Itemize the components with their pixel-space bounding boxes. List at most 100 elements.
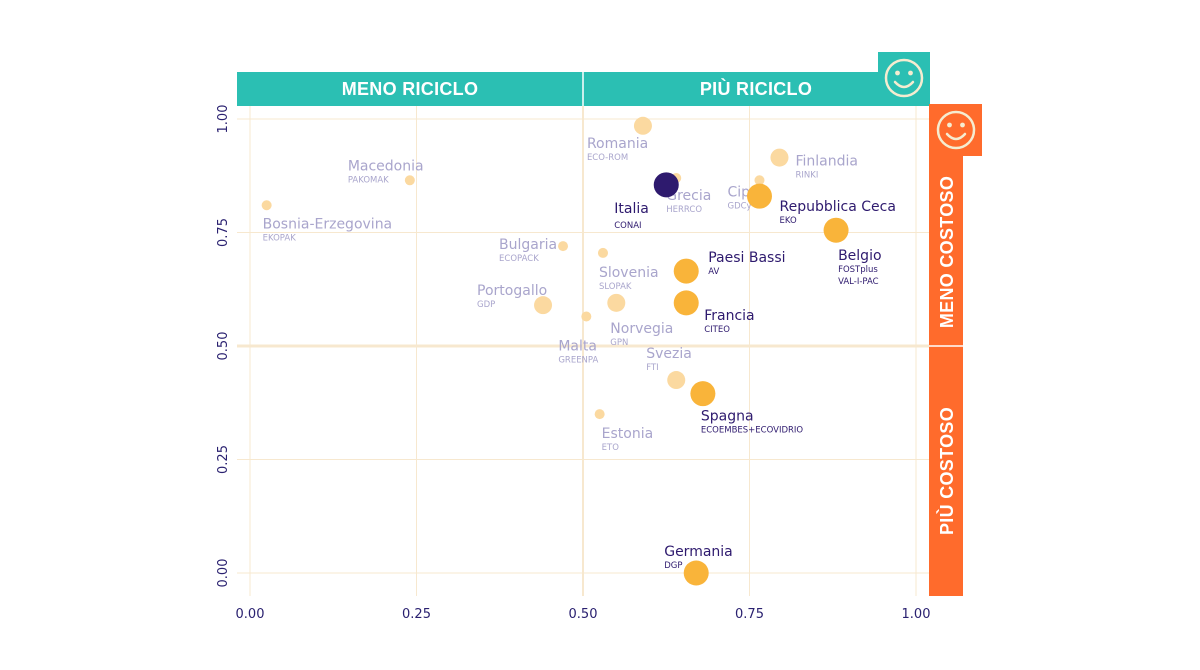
smiley-eye <box>895 70 900 76</box>
smiley-icon <box>930 104 982 156</box>
right-band <box>929 104 963 596</box>
x-tick-label: 1.00 <box>902 607 931 622</box>
point-org-label: GDP <box>477 300 495 310</box>
data-point <box>534 296 553 315</box>
point-label: Spagna <box>701 409 754 425</box>
point-label: Macedonia <box>348 158 424 174</box>
top-band-label-right: PIÙ RICICLO <box>700 78 812 99</box>
point-org-label: ECOEMBES+ECOVIDRIO <box>701 426 804 436</box>
point-org-label: GREENPA <box>558 355 598 365</box>
point-org-label: FTI <box>646 363 658 373</box>
point-label: Slovenia <box>599 265 659 281</box>
point-label: Belgio <box>838 248 881 264</box>
smiley-face <box>884 58 924 98</box>
point-label: Bosnia-Erzegovina <box>263 216 393 232</box>
data-point <box>673 290 699 316</box>
point-label: Svezia <box>646 346 692 362</box>
data-point <box>823 217 849 243</box>
data-point <box>754 175 765 186</box>
data-point <box>690 381 716 407</box>
point-org-label: AV <box>708 267 719 277</box>
point-org-label: DGP <box>664 561 682 571</box>
point-org-label: CONAI <box>614 221 641 231</box>
data-point <box>594 409 605 420</box>
data-point <box>770 148 789 167</box>
point-label: Portogallo <box>477 283 547 299</box>
point-label: Malta <box>558 338 597 354</box>
point-org-label: EKO <box>779 216 796 226</box>
data-point <box>653 172 679 198</box>
smiley-icon <box>878 52 930 104</box>
point-label: Repubblica Ceca <box>779 199 895 215</box>
smiley-eye <box>960 122 965 128</box>
point-org-label: GDCy <box>727 201 751 211</box>
smiley-mouth <box>945 132 967 141</box>
point-org-label: ETO <box>602 443 620 453</box>
right-band-label-bottom: PIÙ COSTOSO <box>936 407 957 535</box>
smiley-eye <box>908 70 913 76</box>
point-org-label: GPN <box>610 338 628 348</box>
point-org-label: VAL-I-PAC <box>838 277 879 287</box>
data-point <box>581 311 592 322</box>
data-point <box>607 293 626 312</box>
smiley-eye <box>947 122 952 128</box>
y-tick-label: 0.00 <box>216 559 231 588</box>
smiley-mouth <box>893 80 915 89</box>
data-point <box>667 371 686 390</box>
x-tick-label: 0.25 <box>402 607 431 622</box>
point-org-label: CITEO <box>704 325 730 335</box>
top-band-label-left: MENO RICICLO <box>342 79 479 99</box>
data-point <box>633 116 652 135</box>
point-org-label: ECOPACK <box>499 254 539 264</box>
data-point <box>261 200 272 211</box>
point-org-label: SLOPAK <box>599 282 632 292</box>
data-point <box>673 258 699 284</box>
point-org-label: PAKOMAK <box>348 175 389 185</box>
point-org-label: RINKI <box>795 171 818 181</box>
y-tick-label: 0.25 <box>216 445 231 474</box>
point-org-label: FOSTplus <box>838 265 878 275</box>
right-band-label-top: MENO COSTOSO <box>937 176 957 328</box>
x-tick-label: 0.50 <box>569 607 598 622</box>
data-point <box>746 183 772 209</box>
y-tick-label: 0.75 <box>216 218 231 247</box>
point-org-label: ECO-ROM <box>587 153 628 163</box>
point-org-label: HERRCO <box>666 205 702 215</box>
point-label: Estonia <box>602 426 654 442</box>
data-point <box>597 247 608 258</box>
point-label: Norvegia <box>610 321 673 337</box>
point-label: Bulgaria <box>499 237 557 253</box>
point-org-label: EKOPAK <box>263 233 297 243</box>
smiley-face <box>936 110 976 150</box>
point-label: Paesi Bassi <box>708 250 785 266</box>
point-label: Italia <box>614 201 649 217</box>
data-point <box>558 241 569 252</box>
point-label: Finlandia <box>795 154 858 170</box>
y-tick-label: 1.00 <box>216 105 231 134</box>
y-tick-label: 0.50 <box>216 332 231 361</box>
data-point <box>404 175 415 186</box>
x-tick-label: 0.00 <box>236 607 265 622</box>
point-label: Germania <box>664 544 733 560</box>
point-label: Grecia <box>666 188 711 204</box>
data-point-group: Italia CONAI <box>614 172 679 231</box>
x-tick-label: 0.75 <box>735 607 764 622</box>
